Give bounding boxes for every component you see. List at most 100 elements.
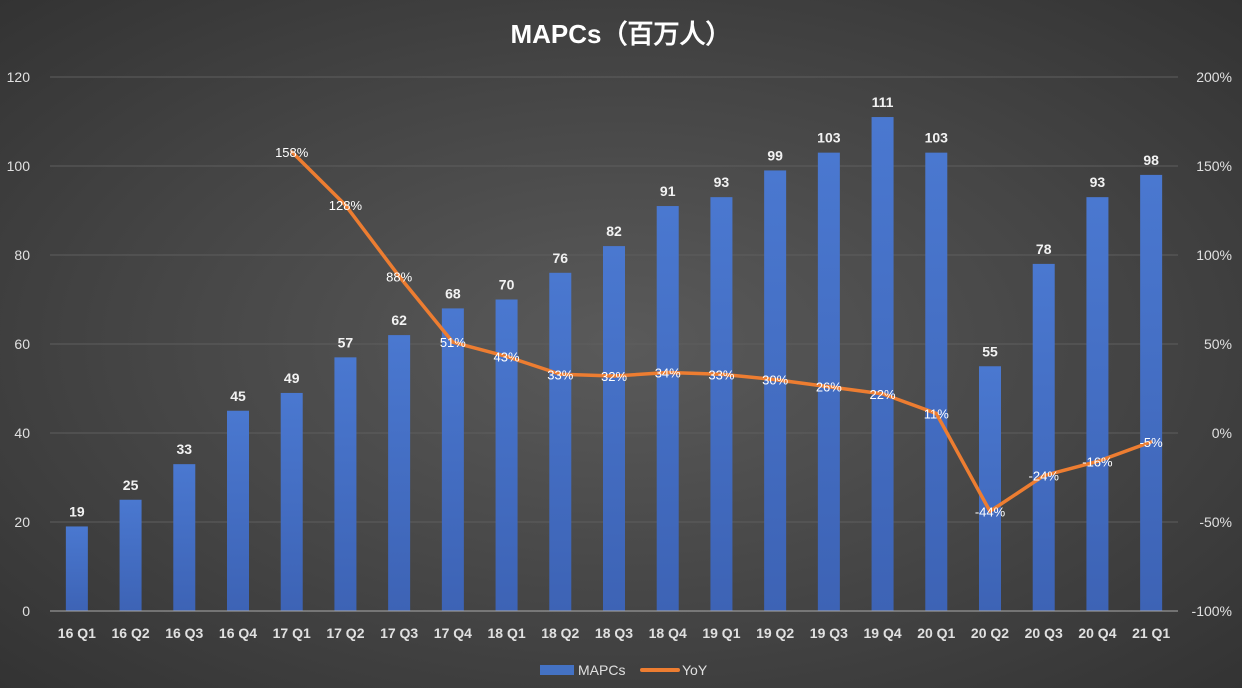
x-tick-label: 16 Q1 (58, 625, 96, 641)
line-data-label: 22% (870, 387, 896, 402)
y-tick-label: 60 (14, 336, 30, 352)
bar-mapcs (334, 357, 357, 611)
bar-data-label: 76 (552, 250, 568, 266)
bar-mapcs (65, 526, 88, 611)
point-yoy (451, 340, 455, 344)
bar-data-label: 70 (499, 277, 515, 293)
y2-tick-label: 200% (1196, 69, 1232, 85)
bar-data-label: 62 (391, 312, 407, 328)
bar-mapcs (656, 206, 679, 612)
bar-mapcs (817, 152, 840, 611)
bar-data-label: 57 (338, 334, 354, 350)
point-yoy (397, 274, 401, 278)
y2-tick-label: 100% (1196, 247, 1232, 263)
y2-tick-label: -50% (1199, 514, 1232, 530)
y-tick-label: 100 (7, 158, 31, 174)
point-yoy (773, 378, 777, 382)
x-tick-label: 17 Q2 (326, 625, 364, 641)
x-tick-label: 19 Q3 (810, 625, 848, 641)
x-tick-label: 18 Q2 (541, 625, 579, 641)
bar-data-label: 98 (1143, 152, 1159, 168)
line-data-label: -24% (1029, 469, 1060, 484)
line-data-label: 128% (329, 198, 363, 213)
bar-data-label: 25 (123, 477, 139, 493)
point-yoy (558, 372, 562, 376)
bar-data-label: 93 (714, 174, 730, 190)
x-tick-label: 18 Q1 (488, 625, 526, 641)
line-data-label: 34% (655, 365, 681, 380)
bar-mapcs (1086, 197, 1109, 611)
bar-mapcs (441, 308, 464, 611)
line-data-label: 88% (386, 269, 412, 284)
bar-data-label: 49 (284, 370, 300, 386)
y-tick-label: 120 (7, 69, 31, 85)
bar-data-label: 103 (925, 130, 949, 146)
bar-mapcs (979, 366, 1001, 611)
legend-label-yoy: YoY (682, 662, 708, 678)
x-tick-label: 17 Q3 (380, 625, 418, 641)
line-data-label: 33% (708, 367, 734, 382)
y-tick-label: 20 (14, 514, 30, 530)
x-tick-label: 20 Q3 (1025, 625, 1063, 641)
point-yoy (988, 509, 992, 513)
x-tick-label: 16 Q2 (112, 625, 150, 641)
bar-data-label: 19 (69, 503, 85, 519)
point-yoy (1042, 474, 1046, 478)
bar-data-label: 68 (445, 285, 461, 301)
y2-tick-label: 50% (1204, 336, 1232, 352)
bar-data-label: 99 (767, 147, 783, 163)
x-tick-label: 17 Q4 (434, 625, 472, 641)
line-data-label: 32% (601, 369, 627, 384)
point-yoy (612, 374, 616, 378)
line-data-label: 158% (275, 145, 309, 160)
y2-tick-label: 150% (1196, 158, 1232, 174)
bar-data-label: 103 (817, 130, 841, 146)
line-data-label: -16% (1082, 454, 1113, 469)
bar-data-label: 78 (1036, 241, 1052, 257)
bar-mapcs (388, 335, 411, 611)
point-yoy (827, 385, 831, 389)
bar-data-label: 55 (982, 343, 998, 359)
bar-mapcs (1140, 174, 1163, 611)
y2-tick-label: 0% (1212, 425, 1232, 441)
legend-label-mapcs: MAPCs (578, 662, 625, 678)
line-data-label: 51% (440, 335, 466, 350)
bar-mapcs (925, 152, 948, 611)
y-tick-label: 40 (14, 425, 30, 441)
point-yoy (881, 392, 885, 396)
line-data-label: 26% (816, 380, 842, 395)
point-yoy (505, 354, 509, 358)
bar-mapcs (710, 197, 733, 611)
x-tick-label: 21 Q1 (1132, 625, 1170, 641)
bar-mapcs (549, 272, 572, 611)
line-data-label: -5% (1140, 435, 1164, 450)
x-tick-label: 20 Q2 (971, 625, 1009, 641)
bar-data-label: 111 (872, 94, 894, 110)
x-tick-label: 17 Q1 (273, 625, 311, 641)
x-tick-label: 18 Q4 (649, 625, 687, 641)
y-tick-label: 80 (14, 247, 30, 263)
point-yoy (290, 150, 294, 154)
bar-data-label: 82 (606, 223, 622, 239)
x-tick-label: 19 Q4 (864, 625, 902, 641)
bar-data-label: 91 (660, 183, 676, 199)
chart-title: MAPCs（百万人） (510, 19, 731, 49)
bar-data-label: 93 (1090, 174, 1106, 190)
x-tick-label: 18 Q3 (595, 625, 633, 641)
line-data-label: -44% (975, 504, 1006, 519)
bar-mapcs (227, 410, 249, 611)
bar-mapcs (173, 464, 196, 611)
bar-mapcs (495, 299, 518, 611)
bar-mapcs (280, 392, 303, 611)
line-data-label: 43% (494, 349, 520, 364)
line-data-label: 11% (924, 406, 949, 421)
bar-data-label: 33 (176, 441, 192, 457)
bar-mapcs (1032, 263, 1055, 611)
x-tick-label: 19 Q1 (702, 625, 740, 641)
x-tick-label: 16 Q3 (165, 625, 203, 641)
point-yoy (934, 411, 938, 415)
point-yoy (719, 372, 723, 376)
x-tick-label: 16 Q4 (219, 625, 257, 641)
point-yoy (666, 370, 670, 374)
bar-mapcs (603, 246, 625, 611)
